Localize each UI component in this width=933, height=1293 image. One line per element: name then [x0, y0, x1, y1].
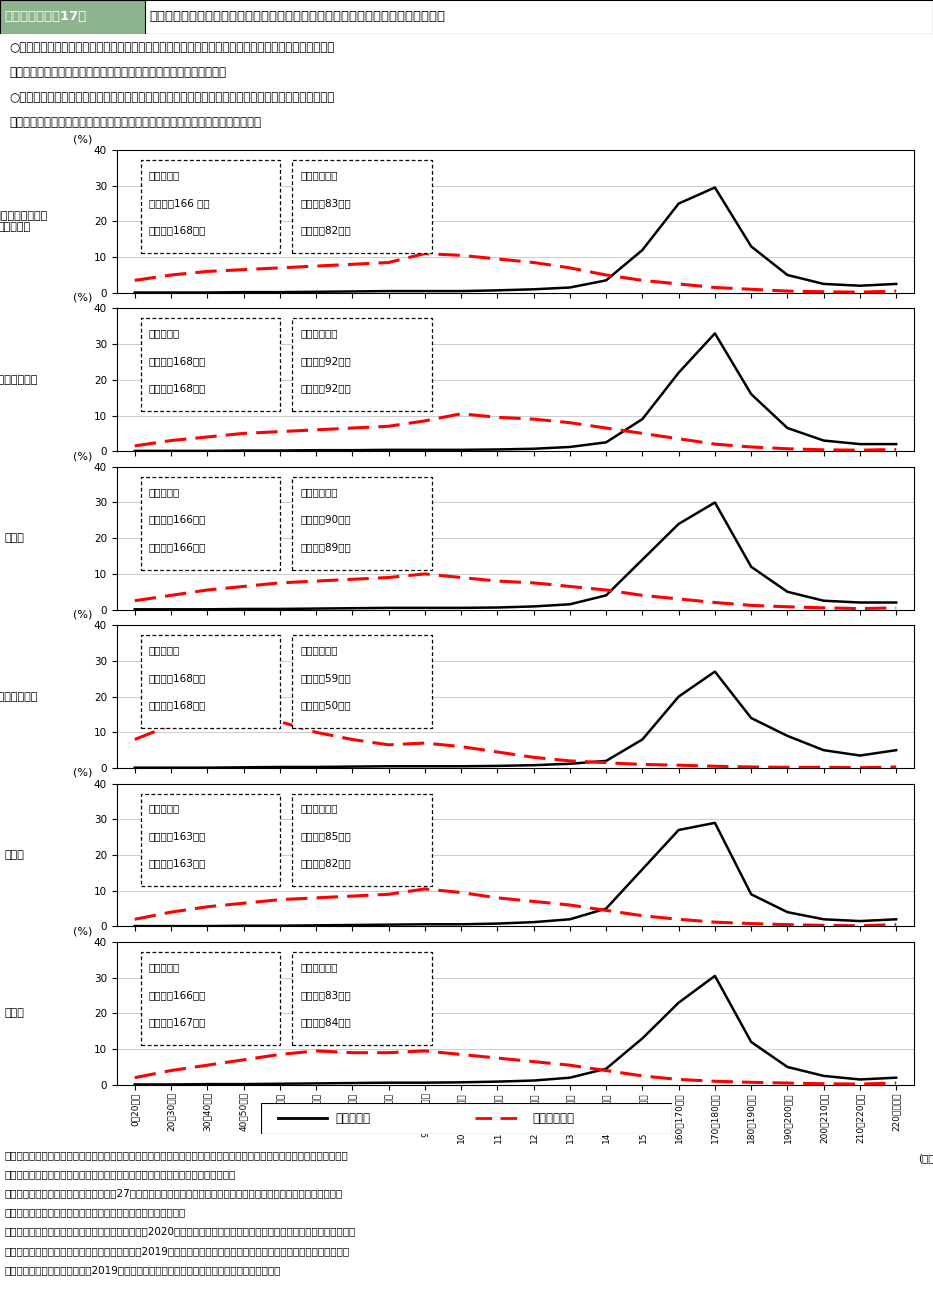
Text: 調理師: 調理師: [5, 1009, 24, 1019]
Text: 本集計は、復元倍率について令和元（2019）年調査と同じ推計方法、集計要件について一般労働者、短時間: 本集計は、復元倍率について令和元（2019）年調査と同じ推計方法、集計要件につい…: [5, 1245, 350, 1256]
FancyBboxPatch shape: [292, 794, 432, 887]
FancyBboxPatch shape: [292, 952, 432, 1045]
Text: 短時間労働者: 短時間労働者: [532, 1112, 574, 1125]
Text: 社会保険・社会福祉・
介護事業計: 社会保険・社会福祉・ 介護事業計: [0, 211, 48, 233]
Text: ２）職種は総務省統計局「平成27年国勢調査」に基づき労働者数の多い上位５職種（小分類）について、「賃: ２）職種は総務省統計局「平成27年国勢調査」に基づき労働者数の多い上位５職種（小…: [5, 1188, 343, 1199]
Text: 一般労働者: 一般労働者: [148, 962, 180, 972]
Text: 中央値：163時間: 中央値：163時間: [148, 859, 206, 869]
Text: 中央値：82時間: 中央値：82時間: [300, 859, 351, 869]
Text: 平均値：92時間: 平均値：92時間: [300, 357, 351, 366]
FancyBboxPatch shape: [141, 318, 280, 411]
FancyBboxPatch shape: [292, 160, 432, 253]
Text: 一般労働者: 一般労働者: [148, 486, 180, 497]
Text: 短時間労働者: 短時間労働者: [300, 169, 338, 180]
Text: ３）「賃金構造基本統計調査」は令和２（2020）年調査から一部の調査事項や推計方法などが変更されている。: ３）「賃金構造基本統計調査」は令和２（2020）年調査から一部の調査事項や推計方…: [5, 1227, 355, 1236]
Text: 福祉施設介護員: 福祉施設介護員: [0, 375, 37, 385]
Bar: [0, 0, 145, 34]
FancyBboxPatch shape: [141, 952, 280, 1045]
Text: (時間): (時間): [918, 1153, 933, 1164]
Text: 平均値：85時間: 平均値：85時間: [300, 831, 351, 842]
Text: 短時間労働者: 短時間労働者: [300, 328, 338, 339]
Text: ○　短時間労働者については、社会保険・社会福祉・介護事業計と比べて、「福祉施設介護員」や「保: ○ 短時間労働者については、社会保険・社会福祉・介護事業計と比べて、「福祉施設介…: [9, 91, 335, 103]
Text: 平均値：166 時間: 平均値：166 時間: [148, 198, 209, 208]
Text: 中央値：166時間: 中央値：166時間: [148, 542, 206, 552]
Text: 中央値：167時間: 中央値：167時間: [148, 1018, 206, 1027]
Text: 平均値：166時間: 平均値：166時間: [148, 515, 206, 525]
FancyBboxPatch shape: [292, 477, 432, 570]
Text: 労働者とも令和元（2019）年調査報告書の職種別の集計要件により作成している。: 労働者とも令和元（2019）年調査報告書の職種別の集計要件により作成している。: [5, 1265, 281, 1275]
Text: 第２－（１）－17図: 第２－（１）－17図: [5, 10, 87, 23]
FancyBboxPatch shape: [292, 318, 432, 411]
Bar: [145, 0, 933, 34]
FancyBboxPatch shape: [141, 635, 280, 728]
Text: 金構造基本統計調査」の職種で該当するものを選定。: 金構造基本統計調査」の職種で該当するものを選定。: [5, 1208, 186, 1218]
Text: 平均値：83時間: 平均値：83時間: [300, 198, 351, 208]
Text: ○　「社会保険・社会福祉・介護事業」について職種別・就業形態別に月間総実労働時間の状況をみる: ○ 「社会保険・社会福祉・介護事業」について職種別・就業形態別に月間総実労働時間…: [9, 41, 335, 54]
Text: 一般労働者: 一般労働者: [335, 1112, 370, 1125]
Text: (%): (%): [73, 134, 92, 145]
Text: と、一般労働者では職種により平均値に大きな違いはみられない。: と、一般労働者では職種により平均値に大きな違いはみられない。: [9, 66, 227, 79]
Text: 一般労働者: 一般労働者: [148, 645, 180, 656]
Text: 中央値：168時間: 中央値：168時間: [148, 701, 206, 710]
Text: 平均値：59時間: 平均値：59時間: [300, 674, 351, 683]
Text: （注）　１）集計対象は、５人以上の常用労働者を雇用する民公営事業所である。: （注） １）集計対象は、５人以上の常用労働者を雇用する民公営事業所である。: [5, 1169, 236, 1179]
Text: 一般労働者: 一般労働者: [148, 803, 180, 813]
Text: 平均値：168時間: 平均値：168時間: [148, 674, 206, 683]
Text: 看護師: 看護師: [5, 850, 24, 860]
Text: 一般労働者: 一般労働者: [148, 328, 180, 339]
Text: (%): (%): [73, 292, 92, 303]
Text: 「社会保険・社会福祉・介護事業」における労働時間（月間総実労働時間）の状況: 「社会保険・社会福祉・介護事業」における労働時間（月間総実労働時間）の状況: [149, 10, 445, 23]
Text: 短時間労働者: 短時間労働者: [300, 486, 338, 497]
Text: 短時間労働者: 短時間労働者: [300, 645, 338, 656]
Text: 保育士: 保育士: [5, 533, 24, 543]
Text: 中央値：168時間: 中央値：168時間: [148, 225, 206, 235]
Text: 平均値：90時間: 平均値：90時間: [300, 515, 351, 525]
Text: 平均値：163時間: 平均値：163時間: [148, 831, 206, 842]
Text: 中央値：92時間: 中央値：92時間: [300, 384, 351, 393]
Text: ホームヘルパー: ホームヘルパー: [0, 692, 37, 702]
Text: 中央値：84時間: 中央値：84時間: [300, 1018, 351, 1027]
Text: 中央値：168時間: 中央値：168時間: [148, 384, 206, 393]
Text: (%): (%): [73, 609, 92, 619]
Text: 資料出所　厚生労働省「令和元年賃金構造基本統計調査」の個票をもとに厚生労働省政策統括官付政策統括室にて独自集計: 資料出所 厚生労働省「令和元年賃金構造基本統計調査」の個票をもとに厚生労働省政策…: [5, 1149, 348, 1160]
Text: 短時間労働者: 短時間労働者: [300, 962, 338, 972]
FancyBboxPatch shape: [141, 160, 280, 253]
FancyBboxPatch shape: [141, 477, 280, 570]
Text: 育士」で月間総実労働時間の平均値がやや長く、「ホームヘルパー」で短い。: 育士」で月間総実労働時間の平均値がやや長く、「ホームヘルパー」で短い。: [9, 116, 261, 129]
Text: 一般労働者: 一般労働者: [148, 169, 180, 180]
Text: (%): (%): [73, 451, 92, 462]
Text: 短時間労働者: 短時間労働者: [300, 803, 338, 813]
Text: 平均値：166時間: 平均値：166時間: [148, 990, 206, 999]
Text: (%): (%): [73, 926, 92, 936]
Text: 中央値：89時間: 中央値：89時間: [300, 542, 351, 552]
Text: 中央値：82時間: 中央値：82時間: [300, 225, 351, 235]
FancyBboxPatch shape: [141, 794, 280, 887]
Text: 平均値：83時間: 平均値：83時間: [300, 990, 351, 999]
Text: 中央値：50時間: 中央値：50時間: [300, 701, 351, 710]
FancyBboxPatch shape: [292, 635, 432, 728]
Text: 平均値：168時間: 平均値：168時間: [148, 357, 206, 366]
Text: (%): (%): [73, 768, 92, 778]
